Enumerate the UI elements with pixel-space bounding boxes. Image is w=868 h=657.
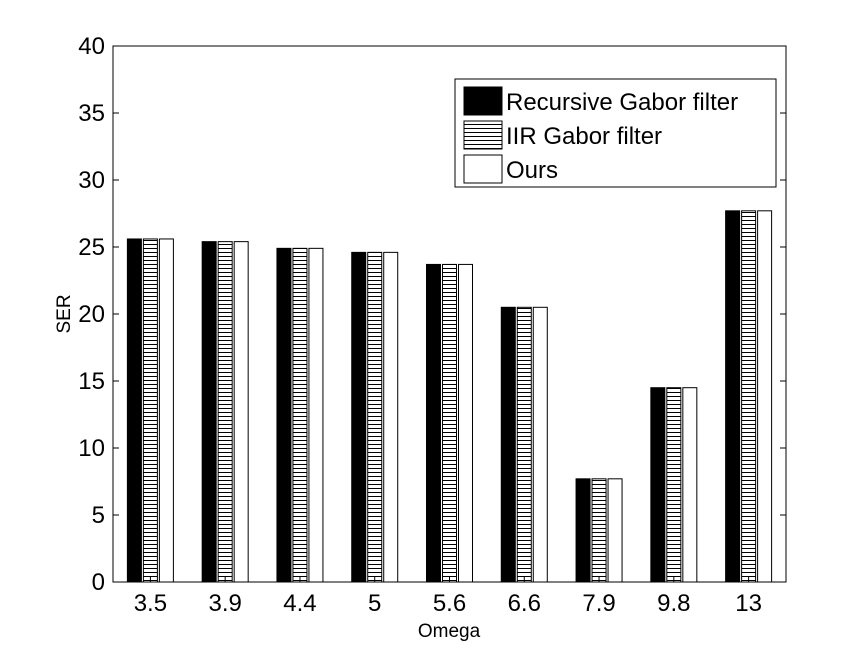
- bar-iir-gabor-filter-7.9: [591, 478, 607, 583]
- bar-ours-3.9: [233, 241, 249, 583]
- bar-recursive-gabor-filter-5.6: [426, 263, 441, 583]
- y-tick-label: 0: [92, 569, 105, 596]
- bar-ours-7.9: [607, 478, 623, 583]
- bar-recursive-gabor-filter-4.4: [276, 247, 292, 583]
- bar-ours-5.6: [458, 263, 473, 583]
- bar-iir-gabor-filter-9.8: [666, 387, 682, 583]
- x-tick-label: 3.5: [134, 590, 167, 617]
- y-tick-label: 10: [78, 435, 105, 462]
- bar-iir-gabor-filter-13: [741, 210, 757, 583]
- bar-ours-3.5: [158, 238, 174, 583]
- x-tick-label: 13: [735, 590, 762, 617]
- bar-iir-gabor-filter-5: [367, 251, 383, 583]
- y-tick-label: 35: [78, 100, 105, 127]
- legend-label: Ours: [506, 157, 558, 184]
- ticks-group: 0 5 10 15 20 25 30 35 40 3.5 3.9 4.4 5 5.6 6.6 7.9 9.8 13: [78, 33, 786, 617]
- bar-recursive-gabor-filter-6.6: [500, 306, 516, 583]
- bar-ours-4.4: [308, 247, 324, 583]
- bar-iir-gabor-filter-4.4: [292, 247, 308, 583]
- legend-swatch: [463, 86, 503, 116]
- bars-group: [126, 210, 773, 583]
- y-tick-label: 40: [78, 33, 105, 60]
- bar-ours-5: [383, 251, 399, 583]
- x-tick-label: 5.6: [433, 590, 466, 617]
- legend-label: Recursive Gabor filter: [506, 89, 738, 116]
- plot-frame: [112, 45, 787, 583]
- bar-recursive-gabor-filter-9.8: [650, 387, 666, 583]
- bar-recursive-gabor-filter-13: [725, 210, 741, 583]
- y-tick-label: 15: [78, 368, 105, 395]
- y-tick-label: 30: [78, 167, 105, 194]
- x-tick-label: 3.9: [208, 590, 241, 617]
- legend-swatch: [463, 154, 503, 184]
- x-tick-label: 6.6: [508, 590, 541, 617]
- y-axis-label: SER: [54, 294, 75, 333]
- legend-label: IIR Gabor filter: [506, 123, 662, 150]
- bar-ours-6.6: [532, 306, 548, 583]
- y-tick-label: 25: [78, 234, 105, 261]
- x-tick-label: 9.8: [657, 590, 690, 617]
- bar-recursive-gabor-filter-5: [351, 251, 367, 583]
- legend: Recursive Gabor filter IIR Gabor filter Ou…: [454, 78, 777, 188]
- legend-swatch: [463, 120, 503, 150]
- bar-iir-gabor-filter-6.6: [516, 306, 532, 583]
- bar-iir-gabor-filter-3.5: [142, 238, 158, 583]
- bar-ours-9.8: [682, 387, 698, 583]
- bar-iir-gabor-filter-3.9: [217, 241, 233, 583]
- bar-ours-13: [757, 210, 773, 583]
- x-tick-label: 4.4: [283, 590, 316, 617]
- bar-recursive-gabor-filter-3.5: [126, 238, 142, 583]
- x-tick-label: 5: [368, 590, 381, 617]
- bar-recursive-gabor-filter-7.9: [575, 478, 591, 583]
- y-tick-label: 5: [92, 502, 105, 529]
- x-axis-label: Omega: [418, 621, 481, 642]
- legend-box: [454, 78, 777, 188]
- x-tick-label: 7.9: [582, 590, 615, 617]
- bar-recursive-gabor-filter-3.9: [201, 241, 217, 583]
- y-tick-label: 20: [78, 301, 105, 328]
- bar-iir-gabor-filter-5.6: [442, 263, 457, 583]
